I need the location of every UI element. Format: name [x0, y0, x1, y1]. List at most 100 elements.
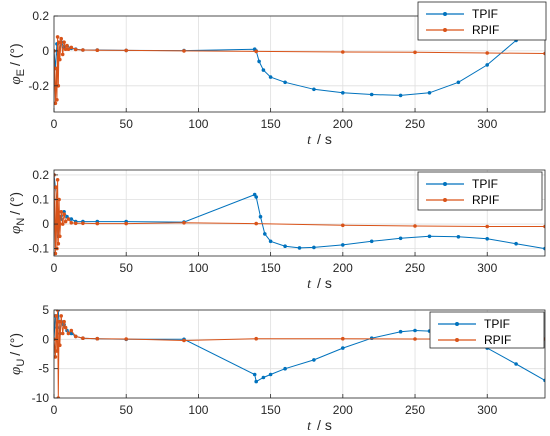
y-axis-symbol: φ: [8, 76, 24, 84]
legend-swatch-marker: [443, 28, 447, 32]
x-tick-label: 50: [120, 117, 134, 131]
x-tick-label: 100: [188, 117, 208, 131]
data-point-rpif: [73, 47, 78, 52]
y-axis-label: φU / (°): [7, 333, 27, 375]
legend: TPIF RPIF: [417, 1, 547, 41]
x-tick-label: 50: [120, 403, 134, 417]
data-point-rpif: [413, 224, 417, 228]
data-point-rpif: [54, 66, 58, 71]
data-point-rpif: [60, 331, 65, 336]
data-point-rpif: [63, 325, 68, 330]
x-tick-label: 200: [333, 117, 353, 131]
x-axis-label: t / s: [307, 417, 332, 434]
legend-label: RPIF: [472, 23, 499, 37]
data-point-tpif: [514, 241, 518, 246]
x-axis-label: t / s: [307, 131, 332, 148]
data-point-tpif: [543, 246, 545, 251]
legend-label: RPIF: [484, 333, 511, 347]
series-rpif: [54, 35, 545, 106]
y-axis-unit: / (°): [7, 43, 23, 66]
x-axis-unit: / s: [317, 417, 332, 433]
x-tick-label: 300: [477, 261, 497, 275]
y-tick-label: 0: [42, 217, 49, 231]
legend-swatch-marker: [455, 322, 459, 326]
data-point-tpif: [257, 59, 261, 64]
data-point-rpif: [69, 45, 74, 50]
data-point-rpif: [73, 221, 78, 226]
data-point-rpif: [341, 336, 345, 341]
data-point-tpif: [312, 245, 316, 250]
x-axis-symbol: t: [307, 277, 312, 292]
data-point-rpif: [54, 101, 58, 106]
data-point-tpif: [261, 375, 266, 380]
data-point-rpif: [65, 43, 69, 48]
data-point-rpif: [413, 50, 417, 55]
x-tick-label: 300: [477, 117, 497, 131]
x-axis-unit: / s: [317, 275, 332, 291]
legend-box: [417, 171, 543, 211]
legend-label: RPIF: [472, 193, 499, 207]
x-tick-label: 200: [333, 403, 353, 417]
data-point-rpif: [55, 349, 59, 353]
data-point-tpif: [297, 246, 302, 250]
y-tick-label: 0: [42, 44, 49, 58]
data-point-rpif: [57, 197, 61, 202]
data-point-rpif: [182, 338, 186, 343]
data-point-rpif: [73, 334, 78, 339]
data-point-rpif: [55, 178, 60, 182]
data-point-tpif: [514, 362, 518, 366]
data-point-tpif: [252, 372, 257, 377]
data-point-rpif: [81, 336, 85, 341]
data-point-rpif: [66, 47, 71, 51]
data-point-tpif: [312, 358, 316, 362]
data-point-rpif: [69, 328, 74, 333]
data-point-tpif: [254, 195, 258, 199]
x-tick-label: 250: [405, 117, 425, 131]
data-point-rpif: [56, 396, 61, 398]
data-point-rpif: [63, 219, 68, 224]
axes-box: [53, 169, 546, 257]
data-point-rpif: [60, 222, 65, 226]
y-tick-label: -5: [38, 362, 49, 376]
data-point-tpif: [258, 214, 263, 219]
y-tick-label: 0.1: [32, 192, 49, 206]
data-point-tpif: [312, 87, 316, 92]
data-point-rpif: [55, 35, 60, 39]
data-point-tpif: [268, 372, 273, 377]
data-point-rpif: [57, 40, 61, 44]
y-tick-label: 5: [42, 303, 49, 317]
data-point-tpif: [413, 328, 417, 333]
data-point-rpif: [62, 40, 66, 44]
data-point-rpif: [57, 319, 61, 324]
data-point-tpif: [398, 93, 403, 98]
x-axis-symbol: t: [307, 419, 312, 434]
data-point-rpif: [182, 221, 186, 225]
data-point-tpif: [398, 329, 403, 334]
data-point-rpif: [63, 47, 68, 51]
series-rpif: [54, 173, 545, 256]
data-point-rpif: [81, 48, 85, 52]
data-point-tpif: [543, 378, 545, 383]
data-point-rpif: [95, 336, 100, 341]
data-point-rpif: [69, 221, 74, 225]
data-point-rpif: [54, 185, 58, 189]
data-point-tpif: [341, 243, 345, 247]
panel-1: 0 50 100 150 200 250 300 -0.2 0 0.2 t / s φE / (°) TPI…: [7, 1, 547, 148]
y-axis-unit: / (°): [7, 333, 23, 356]
data-point-tpif: [254, 379, 258, 384]
data-point-rpif: [58, 57, 62, 62]
data-point-rpif: [124, 221, 128, 226]
y-axis-symbol: φ: [8, 226, 24, 234]
panel-2: 0 50 100 150 200 250 300-0.100.10.2t / sφN/ (°)…: [7, 168, 546, 292]
data-point-rpif: [58, 234, 62, 239]
y-axis-subscript: E: [15, 69, 27, 76]
data-point-rpif: [124, 48, 128, 53]
data-point-rpif: [254, 221, 258, 226]
data-point-rpif: [54, 355, 58, 359]
data-point-rpif: [254, 49, 258, 54]
legend: TPIF RPIF: [417, 171, 543, 211]
x-tick-label: 250: [405, 261, 425, 275]
x-tick-label: 50: [120, 261, 134, 275]
legend-swatch-marker: [443, 12, 447, 16]
data-point-tpif: [456, 80, 461, 85]
